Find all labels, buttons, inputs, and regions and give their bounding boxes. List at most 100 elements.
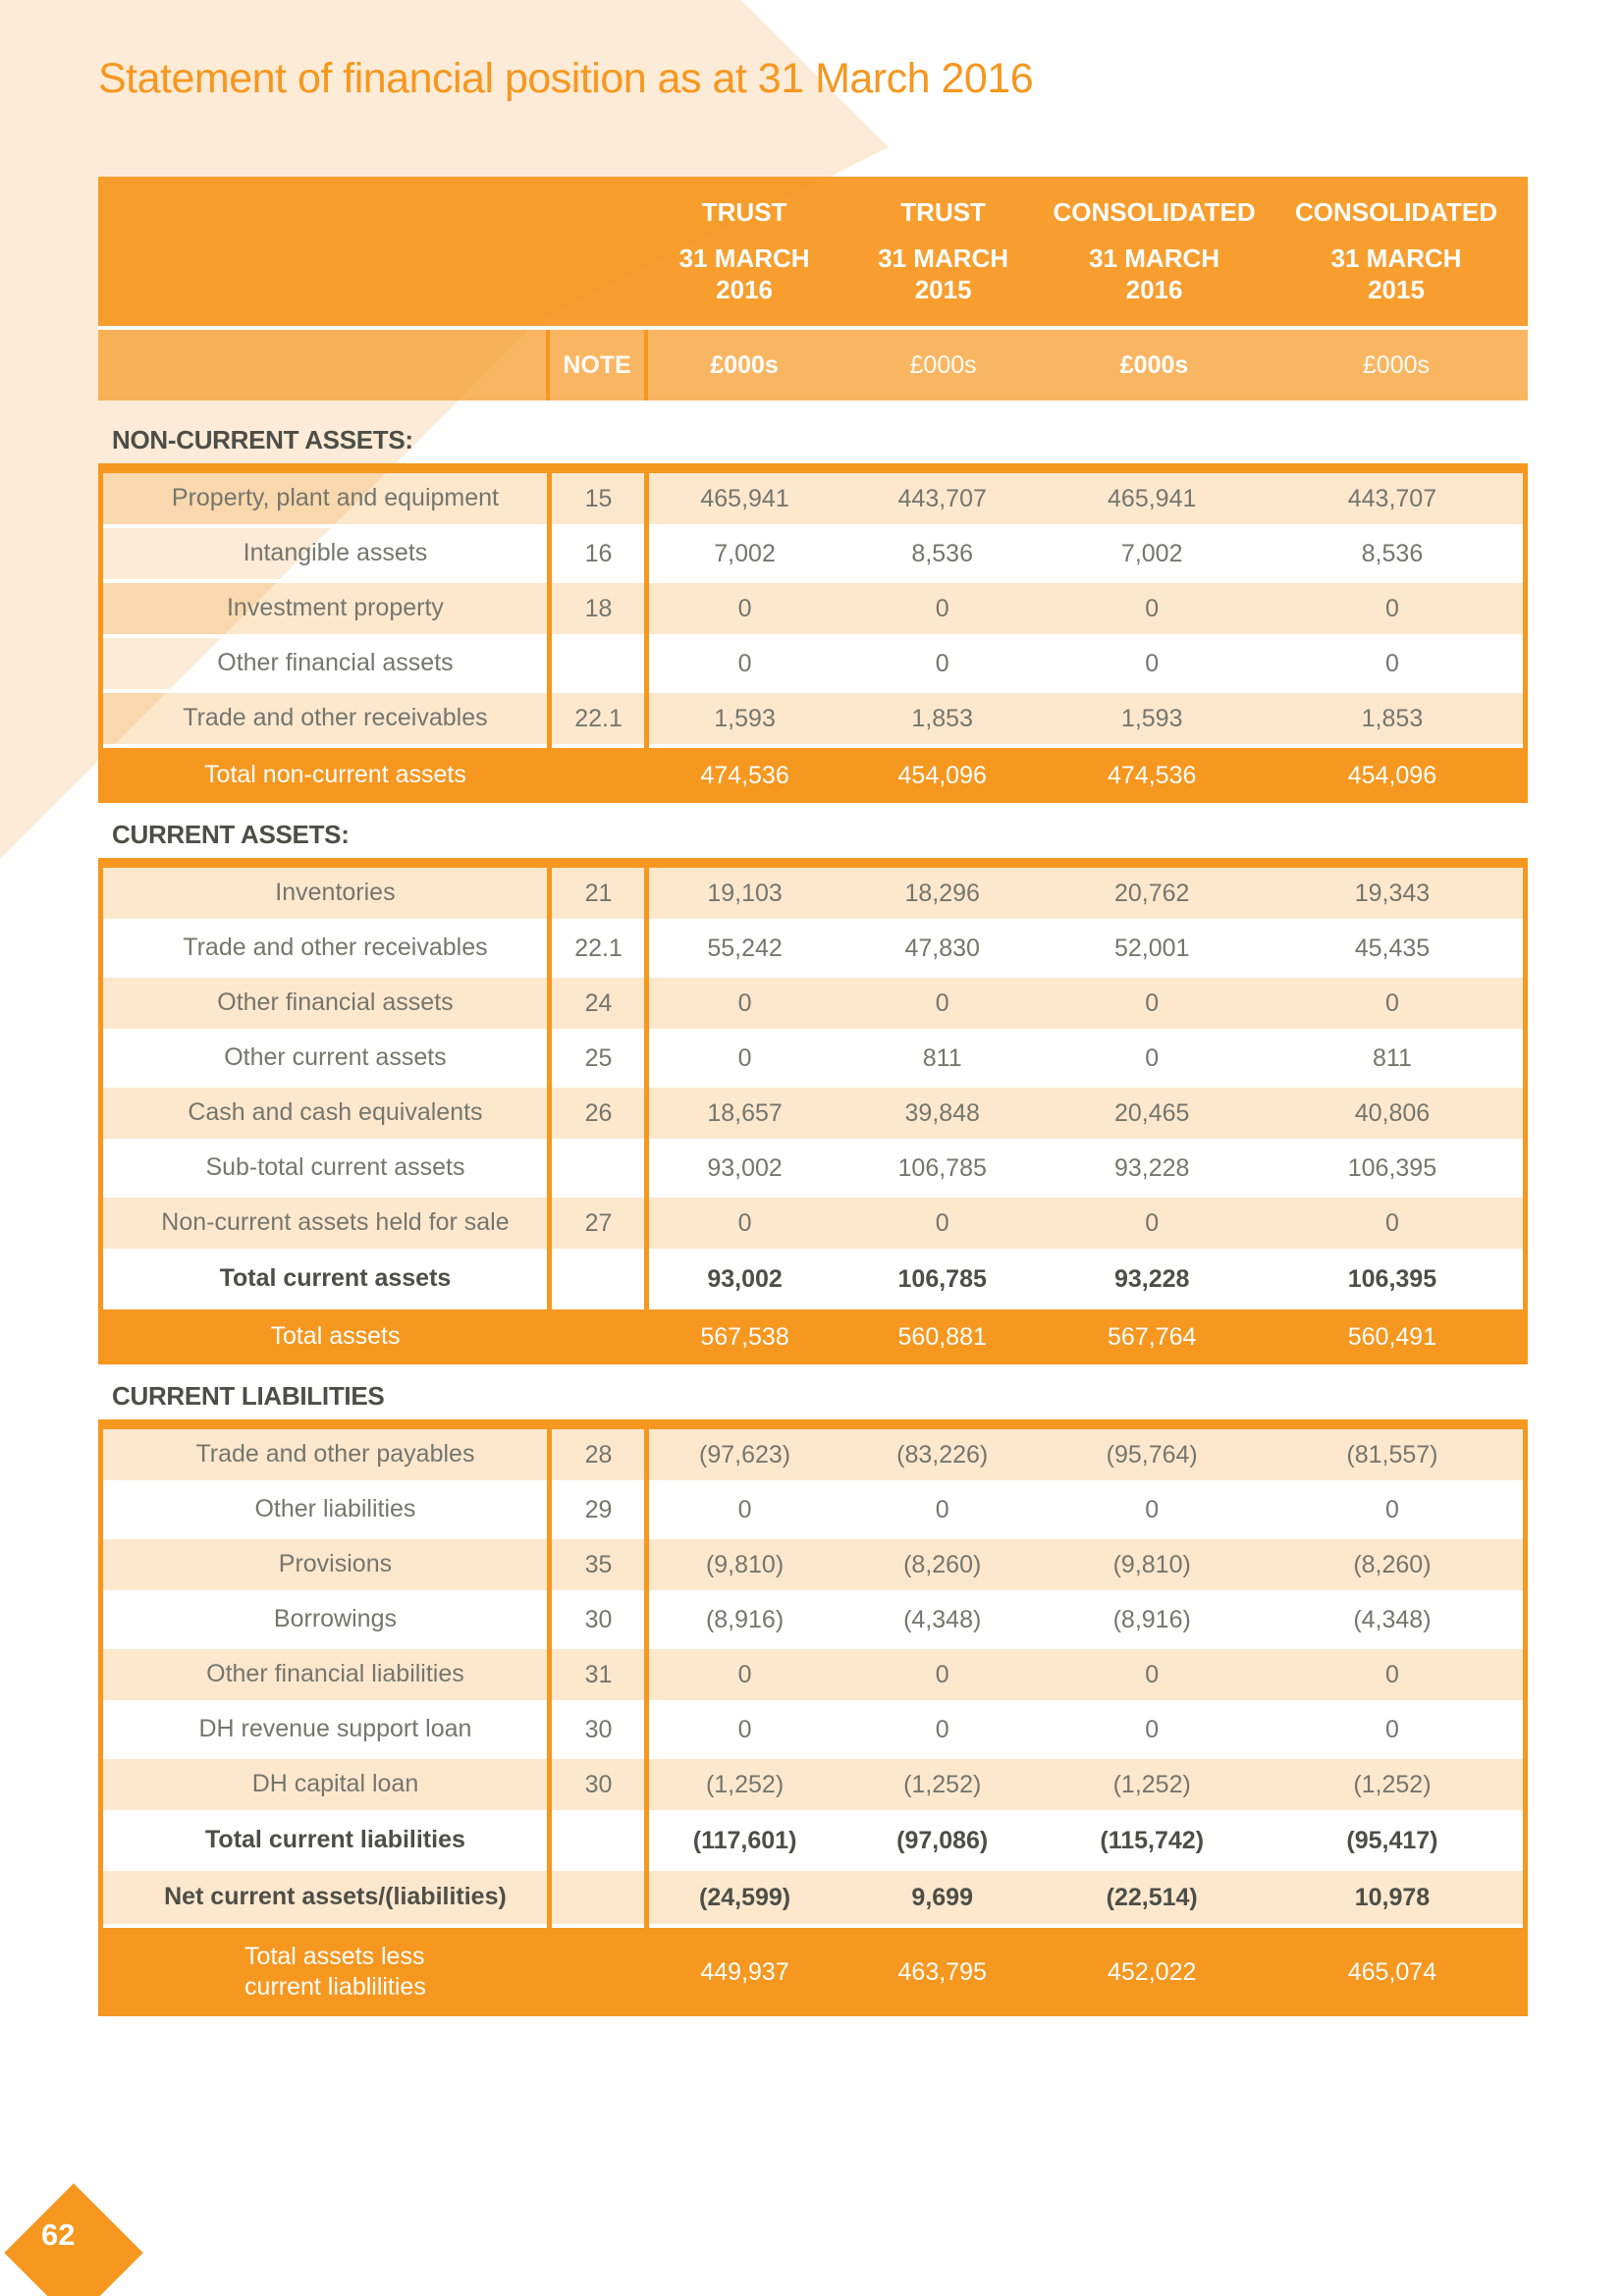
table-row: Inventories 21 19,103 18,296 20,762 19,343 bbox=[103, 868, 1523, 919]
table-header-row: TRUST 31 MARCH 2016 TRUST 31 MARCH 2015 CONSOL… bbox=[98, 177, 1528, 326]
section-block: Inventories 21 19,103 18,296 20,762 19,343 Tra… bbox=[98, 858, 1528, 1364]
column-year-label: 2015 bbox=[914, 275, 972, 305]
value-cell: 0 bbox=[1145, 1495, 1160, 1523]
value-cell: (9,810) bbox=[1112, 1550, 1191, 1578]
value-cell: 106,785 bbox=[897, 1264, 987, 1293]
note-column-border bbox=[644, 1429, 650, 2016]
value-cell: 452,022 bbox=[1108, 1957, 1197, 1986]
table-row: Borrowings 30 (8,916) (4,348) (8,916) (4,348) bbox=[103, 1594, 1523, 1645]
row-label: Borrowings bbox=[273, 1605, 397, 1633]
value-cell: 93,228 bbox=[1113, 1153, 1190, 1182]
table-row: Investment property 18 0 0 0 0 bbox=[103, 583, 1523, 634]
table-row: Trade and other receivables 22.1 55,242 47,… bbox=[103, 923, 1523, 974]
note-cell: 30 bbox=[584, 1770, 613, 1798]
row-divider bbox=[103, 524, 1523, 528]
value-cell: 0 bbox=[737, 1495, 752, 1523]
value-cell: 93,002 bbox=[707, 1264, 783, 1293]
value-cell: 0 bbox=[935, 988, 949, 1017]
row-label: Sub-total current assets bbox=[205, 1153, 465, 1182]
row-divider bbox=[103, 634, 1523, 638]
note-cell: 31 bbox=[584, 1660, 613, 1688]
value-cell: 19,103 bbox=[707, 879, 783, 907]
unit-header: £000s bbox=[1119, 350, 1189, 379]
value-cell: 454,096 bbox=[897, 761, 987, 789]
value-cell: 55,242 bbox=[707, 934, 783, 962]
value-cell: 560,491 bbox=[1347, 1322, 1437, 1351]
value-cell: 0 bbox=[1384, 1660, 1399, 1688]
table-units-row: NOTE £000s £000s £000s £000s bbox=[98, 330, 1528, 400]
column-year-label: 2016 bbox=[716, 275, 774, 305]
note-cell: 27 bbox=[584, 1208, 613, 1237]
value-cell: 1,593 bbox=[714, 704, 776, 732]
value-cell: 40,806 bbox=[1354, 1098, 1431, 1127]
value-cell: 811 bbox=[922, 1043, 962, 1072]
value-cell: (8,260) bbox=[903, 1550, 982, 1578]
units-row-spacer bbox=[98, 330, 548, 400]
row-label: Trade and other payables bbox=[195, 1440, 475, 1468]
table-row: Other liabilities 29 0 0 0 0 bbox=[103, 1484, 1523, 1535]
value-cell: 52,001 bbox=[1113, 934, 1190, 962]
value-cell: 0 bbox=[935, 649, 949, 677]
row-divider bbox=[103, 1924, 1523, 1928]
row-label: Total assets less current liablilities bbox=[244, 1942, 426, 2001]
row-label: Other liabilities bbox=[254, 1495, 416, 1523]
row-label: Total current assets bbox=[219, 1264, 452, 1293]
note-cell: 29 bbox=[584, 1495, 613, 1523]
note-cell bbox=[550, 1814, 647, 1867]
row-label: Other financial assets bbox=[217, 649, 454, 677]
note-cell bbox=[550, 638, 647, 689]
note-column-border bbox=[644, 330, 649, 400]
header-spacer bbox=[98, 177, 646, 326]
row-divider bbox=[103, 1645, 1523, 1649]
value-cell: (8,916) bbox=[1112, 1605, 1191, 1633]
value-cell: 18,296 bbox=[904, 879, 980, 907]
value-cell: 0 bbox=[737, 1660, 752, 1688]
value-cell: 811 bbox=[1373, 1043, 1412, 1072]
value-cell: 0 bbox=[737, 594, 752, 622]
value-cell: 0 bbox=[737, 649, 752, 677]
column-header-consolidated-2016: CONSOLIDATED 31 MARCH 2016 bbox=[1044, 177, 1265, 326]
note-column-border bbox=[546, 868, 552, 1364]
row-divider bbox=[103, 579, 1523, 583]
section-block: Trade and other payables 28 (97,623) (83,22… bbox=[98, 1419, 1528, 2016]
row-divider bbox=[103, 1867, 1523, 1871]
value-cell: 443,707 bbox=[897, 484, 987, 512]
value-cell: 0 bbox=[1384, 1715, 1399, 1743]
value-cell: (83,226) bbox=[896, 1440, 989, 1468]
value-cell: 465,941 bbox=[1108, 484, 1197, 512]
value-cell: 465,941 bbox=[700, 484, 789, 512]
page-number: 62 bbox=[41, 2217, 76, 2252]
table-sections: NON-CURRENT ASSETS: Property, plant and e… bbox=[98, 408, 1528, 2016]
column-header-trust-2015: TRUST 31 MARCH 2015 bbox=[842, 177, 1044, 326]
value-cell: 45,435 bbox=[1354, 934, 1431, 962]
row-label: Provisions bbox=[278, 1550, 393, 1578]
note-cell: 28 bbox=[584, 1440, 613, 1468]
row-divider bbox=[103, 1139, 1523, 1143]
table-row: Total current liabilities (117,601) (97,08… bbox=[103, 1814, 1523, 1867]
value-cell: 18,657 bbox=[707, 1098, 783, 1127]
table-row: DH capital loan 30 (1,252) (1,252) (1,252) (1… bbox=[103, 1759, 1523, 1810]
value-cell: 0 bbox=[1384, 1208, 1399, 1237]
row-divider bbox=[103, 1306, 1523, 1309]
value-cell: 0 bbox=[1145, 988, 1160, 1017]
column-header-trust-2016: TRUST 31 MARCH 2016 bbox=[646, 177, 842, 326]
value-cell: 0 bbox=[1384, 594, 1399, 622]
row-divider bbox=[103, 1029, 1523, 1033]
row-divider bbox=[103, 1810, 1523, 1814]
section-title: CURRENT LIABILITIES bbox=[112, 1381, 385, 1411]
table-row: Trade and other payables 28 (97,623) (83,22… bbox=[103, 1429, 1523, 1480]
value-cell: 7,002 bbox=[714, 539, 776, 567]
note-column-border bbox=[546, 473, 552, 803]
value-cell: (97,623) bbox=[699, 1440, 791, 1468]
row-divider bbox=[103, 919, 1523, 923]
value-cell: 0 bbox=[737, 1208, 752, 1237]
value-cell: (97,086) bbox=[896, 1826, 989, 1854]
row-divider bbox=[103, 1535, 1523, 1539]
row-label: DH capital loan bbox=[251, 1770, 419, 1798]
value-cell: 463,795 bbox=[897, 1957, 987, 1986]
note-cell bbox=[550, 1309, 647, 1364]
table-row: Property, plant and equipment 15 465,941 44… bbox=[103, 473, 1523, 524]
value-cell: (81,557) bbox=[1346, 1440, 1438, 1468]
value-cell: 10,978 bbox=[1354, 1883, 1431, 1911]
